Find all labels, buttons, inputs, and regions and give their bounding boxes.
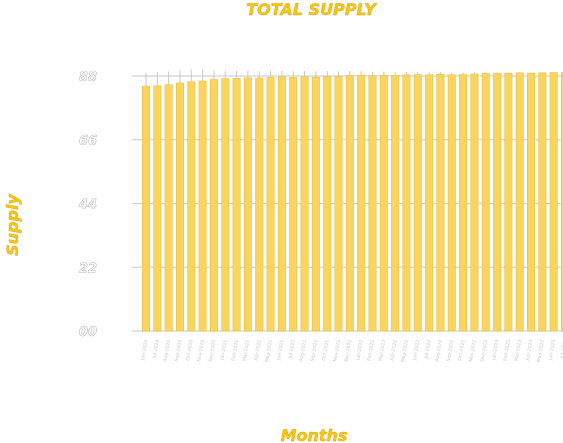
- x-tick-label: Oct-2020: [185, 339, 195, 361]
- x-tick-label: Feb-2021: [230, 339, 240, 361]
- x-tick-label: Jul-2021: [287, 339, 296, 360]
- bar: [481, 73, 490, 332]
- bar: [187, 81, 196, 332]
- x-tick-label: Jan-2022: [355, 339, 365, 361]
- x-tick-label: May-2021: [264, 339, 274, 363]
- chart-title: TOTAL SUPPLY: [246, 0, 377, 19]
- x-tick-label: Sep-2021: [310, 339, 320, 362]
- bar: [221, 78, 230, 332]
- bar: [561, 72, 563, 332]
- y-tick-label: 00: [79, 325, 97, 340]
- y-tick-label: 88: [79, 70, 97, 85]
- x-tick-label: Jul-2023: [559, 339, 563, 360]
- bar: [345, 75, 354, 332]
- bar: [243, 77, 252, 332]
- bar: [470, 73, 479, 332]
- x-tick-label: Aug-2021: [298, 339, 308, 362]
- y-tick-labels: 00 22 44 66 88: [78, 70, 98, 341]
- x-tick-label: Sep-2020: [174, 339, 184, 362]
- x-tick-label: Nov-2022: [468, 339, 478, 362]
- bar: [334, 76, 343, 332]
- x-tick-label: Jun-2021: [276, 339, 286, 361]
- bar: [515, 72, 524, 332]
- x-tick-label: Jan-2023: [491, 339, 501, 361]
- x-tick-label: Aug-2020: [162, 339, 172, 362]
- bar: [277, 76, 286, 332]
- bar: [164, 84, 173, 332]
- bar: [527, 72, 535, 332]
- x-tick-label: Dec-2021: [344, 339, 354, 362]
- bar: [153, 85, 162, 332]
- bar: [368, 75, 377, 332]
- bar: [413, 74, 422, 332]
- x-tick-label: Feb-2023: [502, 339, 512, 361]
- y-tick-label: 66: [79, 134, 97, 149]
- y-axis-label: Supply: [3, 194, 22, 256]
- bar: [300, 76, 309, 332]
- x-tick-label: Apr-2023: [525, 339, 535, 361]
- x-tick-label: Mar-2023: [513, 339, 523, 362]
- y-tick-label: 22: [79, 261, 97, 276]
- x-tick-label: Oct-2022: [457, 339, 467, 361]
- bar: [504, 72, 513, 332]
- x-tick-label: Oct-2021: [321, 339, 331, 361]
- x-tick-label: Feb-2022: [366, 339, 376, 361]
- bar: [311, 76, 320, 332]
- bar: [232, 78, 241, 332]
- bar: [402, 74, 411, 332]
- bar: [391, 75, 400, 332]
- x-tick-label: Jul-2020: [151, 339, 160, 360]
- x-tick-label: Mar-2021: [242, 339, 252, 362]
- bar: [549, 72, 558, 332]
- x-tick-label: Jul-2022: [423, 339, 432, 360]
- x-tick-label: Jun-2022: [412, 339, 422, 361]
- x-tick-label: Jun-2023: [547, 339, 557, 361]
- x-tick-label: Sep-2022: [445, 339, 455, 362]
- bar: [198, 80, 207, 332]
- x-tick-label: Jun-2020: [140, 339, 150, 361]
- bar: [266, 76, 275, 332]
- bar: [436, 74, 445, 332]
- bar: [209, 79, 218, 332]
- x-tick-label: Apr-2022: [389, 339, 399, 361]
- bar: [447, 74, 456, 332]
- bar: [379, 74, 388, 332]
- x-tick-label: Mar-2022: [378, 339, 388, 362]
- bar: [176, 82, 184, 332]
- x-tick-label: Jan-2021: [219, 339, 229, 361]
- bars: [142, 69, 563, 332]
- x-tick-label: Dec-2020: [208, 339, 218, 362]
- x-tick-label: May-2023: [536, 339, 546, 363]
- x-tick-label: Nov-2021: [332, 339, 342, 362]
- bar: [142, 85, 150, 332]
- bar: [289, 77, 298, 332]
- y-tick-label: 44: [78, 198, 97, 213]
- bar: [459, 74, 468, 332]
- x-tick-label: Dec-2022: [479, 339, 489, 362]
- x-tick-label: Apr-2021: [253, 339, 263, 361]
- bar: [255, 77, 264, 332]
- bar: [323, 76, 332, 332]
- bar: [425, 74, 434, 332]
- bar: [493, 73, 502, 332]
- bar: [538, 72, 547, 332]
- x-tick-label: Aug-2022: [434, 339, 444, 362]
- bar: [357, 74, 366, 332]
- x-tick-label: May-2022: [400, 339, 410, 363]
- x-axis-label: Months: [281, 426, 348, 443]
- x-tick-label: Nov-2020: [196, 339, 206, 362]
- x-tick-labels: Jun-2020 Jul-2020 Aug-2020 Sep-2020 Oct-2020…: [140, 339, 563, 363]
